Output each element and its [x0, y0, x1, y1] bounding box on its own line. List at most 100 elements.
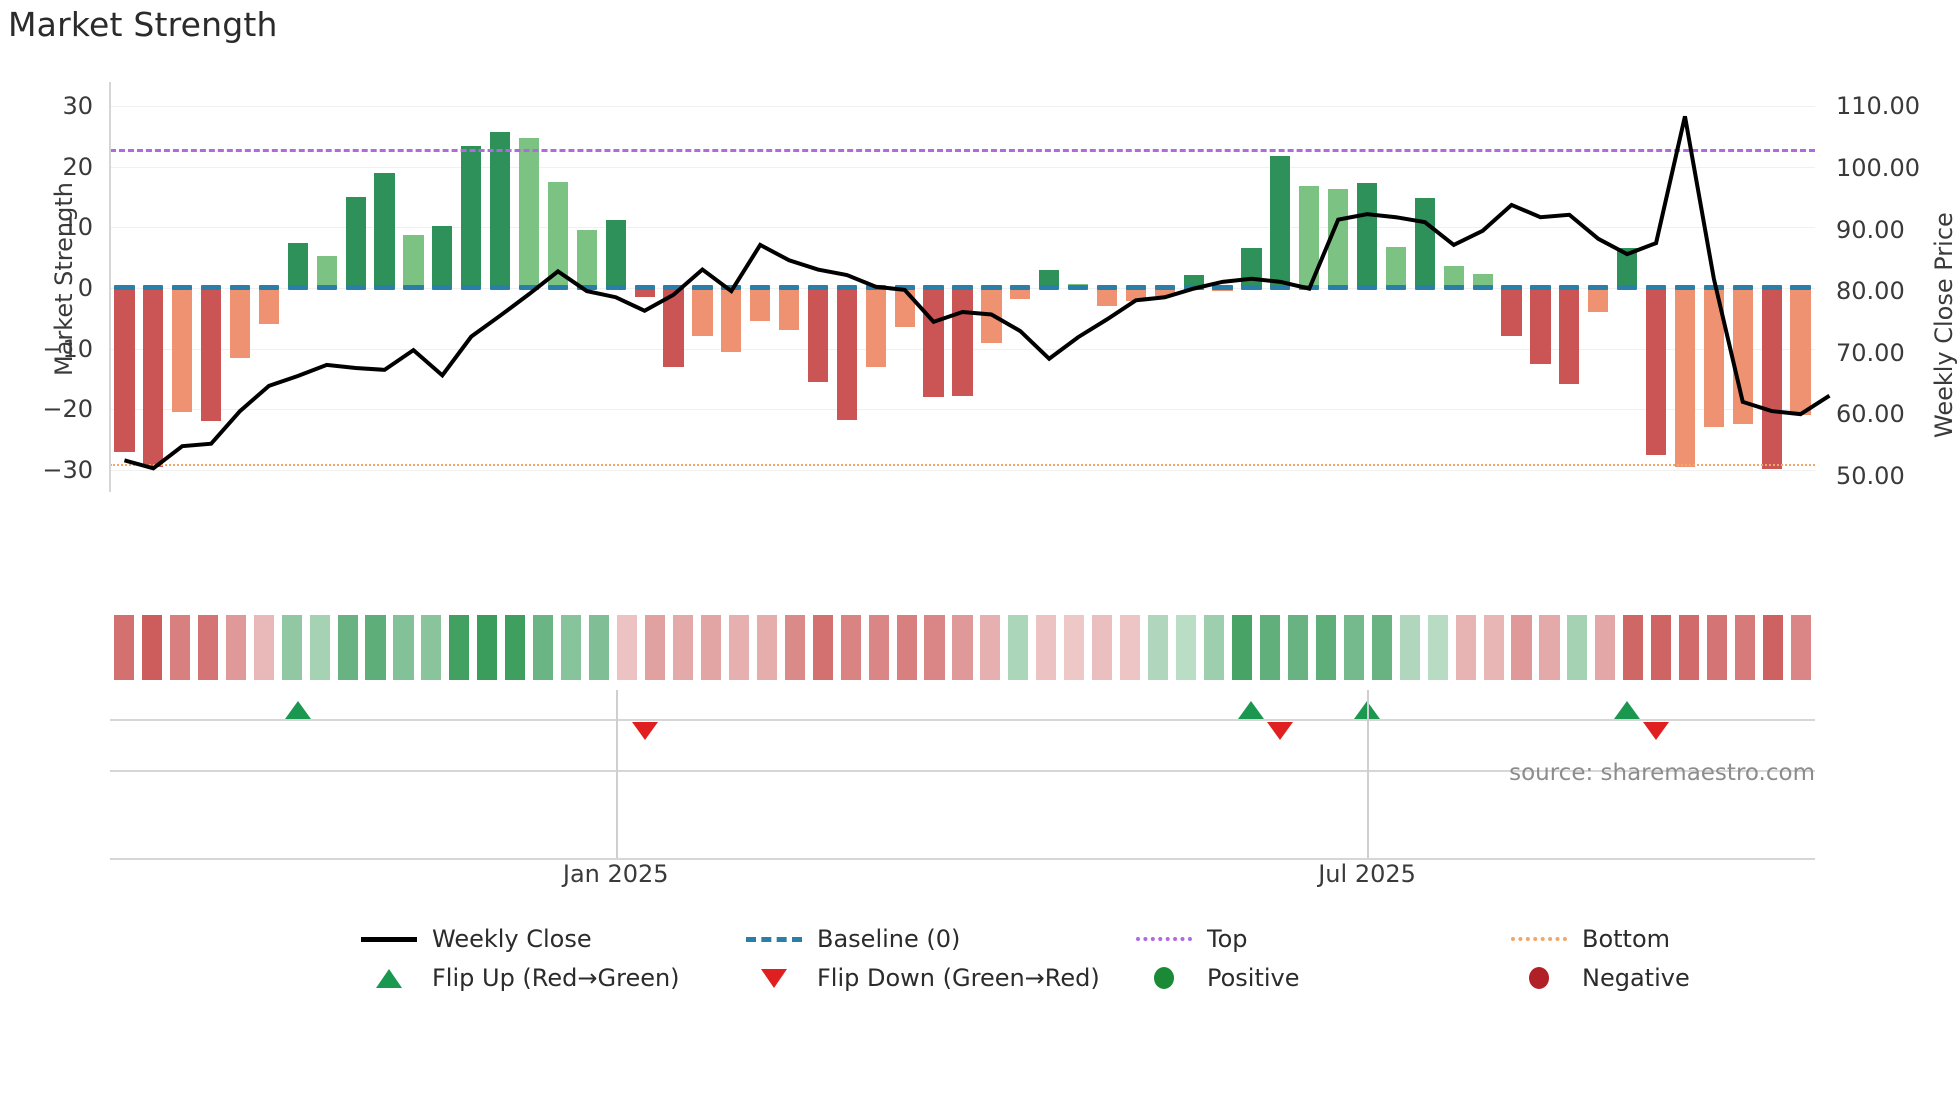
legend-label: Positive: [1207, 964, 1300, 992]
legend-swatch: [376, 968, 402, 988]
bar: [1356, 183, 1378, 288]
baseline-segment: [1732, 285, 1753, 290]
baseline-segment: [1154, 285, 1175, 290]
legend-item-weekly-close[interactable]: Weekly Close: [360, 925, 592, 953]
flip-down-marker: [1267, 722, 1294, 740]
heatmap-cell: [924, 615, 945, 680]
heatmap-cell: [1315, 615, 1336, 680]
bar: [634, 288, 655, 298]
bar: [547, 181, 569, 288]
heatmap-cell: [812, 615, 833, 680]
main-plot-area: 30 20 10 0 −10 −20 −30 110.00 100.00 90.00 80.00 7…: [42, 82, 1920, 492]
heatmap-cell: [1092, 615, 1113, 680]
baseline-segment: [1125, 285, 1146, 290]
baseline-segment: [1270, 285, 1291, 290]
baseline-segment: [461, 285, 482, 290]
baseline-segment: [403, 285, 424, 290]
circle-icon: [1510, 967, 1568, 989]
bar: [432, 225, 453, 288]
bar: [143, 288, 164, 467]
baseline-segment: [316, 285, 337, 290]
baseline-segment: [1067, 285, 1089, 290]
gridline: [110, 106, 1815, 108]
flip-up-marker: [1238, 701, 1265, 719]
heatmap-cell: [169, 615, 190, 680]
y-axis-left-label: Market Strength: [50, 182, 78, 376]
heatmap-cell: [1651, 615, 1672, 680]
legend-item-positive[interactable]: Positive: [1135, 964, 1300, 992]
bar: [1703, 288, 1724, 428]
legend-item-bottom[interactable]: Bottom: [1510, 925, 1670, 953]
baseline-segment: [807, 285, 829, 290]
baseline-segment: [1617, 285, 1638, 290]
heatmap-cell: [393, 615, 414, 680]
baseline-segment: [1356, 285, 1378, 290]
baseline-segment: [1039, 285, 1060, 290]
heatmap-cell: [1707, 615, 1728, 680]
baseline-segment: [1761, 285, 1782, 290]
heatmap-cell: [672, 615, 694, 680]
heatmap-cell: [1567, 615, 1588, 680]
bar: [750, 288, 771, 322]
y-tick-right: 70.00: [1836, 338, 1905, 367]
bar: [1154, 288, 1175, 296]
baseline-segment: [1241, 285, 1262, 290]
y-tick-left: −10: [42, 334, 93, 363]
bar: [1530, 288, 1551, 364]
baseline-segment: [518, 285, 540, 290]
bar: [287, 242, 308, 288]
legend-label: Weekly Close: [432, 925, 592, 953]
baseline-segment: [1501, 285, 1522, 290]
y-tick-right: 60.00: [1836, 400, 1905, 429]
heatmap-cell: [952, 615, 973, 680]
y-tick-left: −20: [42, 395, 93, 424]
bar: [114, 288, 135, 452]
x-tick-line: [1367, 690, 1370, 858]
heatmap-cell: [1455, 615, 1476, 680]
heatmap-cell: [617, 615, 638, 680]
flip-up-marker: [284, 701, 311, 719]
dashed-line-icon: [745, 928, 803, 950]
y-tick-left: 0: [77, 274, 93, 302]
y-tick-right: 100.00: [1836, 154, 1920, 182]
bar: [1328, 189, 1349, 288]
legend-item-negative[interactable]: Negative: [1510, 964, 1690, 992]
baseline-segment: [923, 285, 944, 290]
heatmap-cell: [1679, 615, 1700, 680]
legend-item-top[interactable]: Top: [1135, 925, 1248, 953]
baseline-segment: [952, 285, 973, 290]
bar: [576, 230, 597, 288]
legend-label: Flip Down (Green→Red): [817, 964, 1100, 992]
heatmap-cell: [1399, 615, 1420, 680]
legend-item-flip-down-green-red[interactable]: Flip Down (Green→Red): [745, 964, 1100, 992]
x-axis-row: Jan 2025 Jul 2025 source: sharemaestro.co…: [110, 690, 1815, 888]
legend-label: Top: [1207, 925, 1248, 953]
heatmap-cell: [1763, 615, 1784, 680]
weekly-close-line: [123, 115, 1831, 471]
bar: [1645, 288, 1667, 455]
heatmap-cell: [561, 615, 582, 680]
bar: [605, 220, 626, 288]
heatmap-cell: [1008, 615, 1029, 680]
baseline-segment: [692, 285, 713, 290]
page-title: Market Strength: [8, 5, 278, 44]
heatmap-cell: [1176, 615, 1197, 680]
flip-up-marker: [1614, 701, 1641, 719]
legend-item-flip-up-red-green[interactable]: Flip Up (Red→Green): [360, 964, 680, 992]
baseline-segment: [1674, 285, 1696, 290]
bar: [1385, 246, 1407, 288]
heatmap-cell: [1511, 615, 1532, 680]
x-tick-line: [615, 690, 618, 858]
baseline-segment: [374, 285, 395, 290]
legend-label: Baseline (0): [817, 925, 961, 953]
heatmap-cell: [1203, 615, 1225, 680]
baseline-segment: [1096, 285, 1118, 290]
baseline-segment: [1010, 285, 1031, 290]
baseline-segment: [201, 285, 222, 290]
baseline-segment: [605, 285, 626, 290]
baseline-segment: [490, 285, 511, 290]
baseline-segment: [1414, 285, 1435, 290]
bar: [1674, 288, 1696, 467]
legend-item-baseline-0[interactable]: Baseline (0): [745, 925, 960, 953]
